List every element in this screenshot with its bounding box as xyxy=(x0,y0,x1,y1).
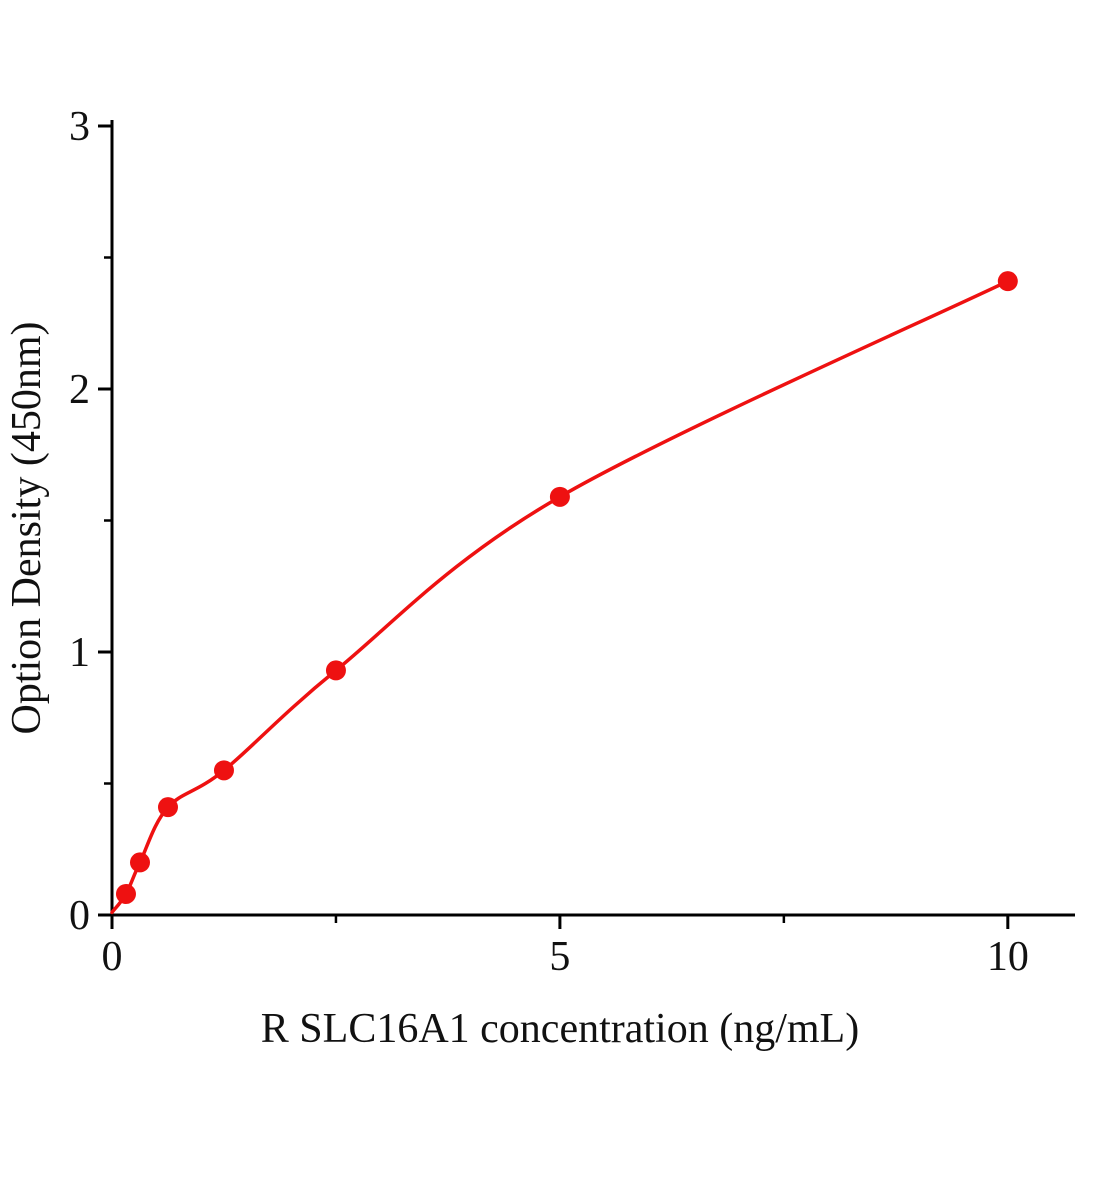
standard-curve-line xyxy=(110,279,1010,915)
y-tick-label: 0 xyxy=(69,893,90,939)
y-tick-label: 2 xyxy=(69,367,90,413)
x-tick-label: 5 xyxy=(549,934,570,980)
data-point xyxy=(157,797,178,818)
y-axis-title: Option Density (450nm) xyxy=(4,322,50,735)
x-axis-title: R SLC16A1 concentration (ng/mL) xyxy=(261,1006,859,1052)
x-tick-label: 10 xyxy=(987,934,1029,980)
data-point xyxy=(325,660,346,681)
data-point xyxy=(129,852,150,873)
data-point xyxy=(213,760,234,781)
y-tick-label: 1 xyxy=(69,630,90,676)
data-point xyxy=(549,486,570,507)
x-tick-label: 0 xyxy=(102,934,123,980)
y-tick-label: 3 xyxy=(69,104,90,150)
data-point xyxy=(115,883,136,904)
plot-area: 0 5 10 0 1 2 3 xyxy=(69,104,1075,980)
data-point xyxy=(997,271,1018,292)
